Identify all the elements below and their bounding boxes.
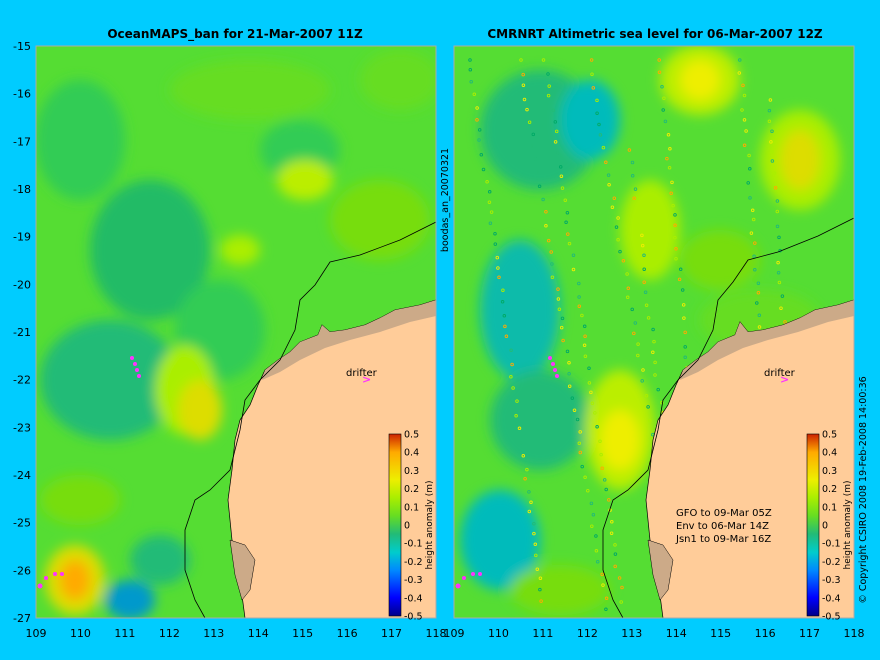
right-sea-level-field bbox=[454, 46, 854, 618]
y-tick-label: -26 bbox=[13, 564, 31, 577]
right-drifter-tracks bbox=[455, 356, 559, 589]
colorbar-tick-label: 0.3 bbox=[822, 466, 837, 477]
x-tick-label: 112 bbox=[577, 627, 598, 640]
right-map-panel: CMRNRT Altimetric sea level for 06-Mar-2… bbox=[453, 27, 855, 623]
left-drifter-label: drifter bbox=[346, 368, 378, 379]
colorbar-tick-label: -0.2 bbox=[404, 557, 423, 568]
x-tick-label: 113 bbox=[621, 627, 642, 640]
colorbar-tick-label: -0.5 bbox=[822, 612, 841, 623]
x-tick-label: 114 bbox=[248, 627, 269, 640]
note-gfo: GFO to 09-Mar 05Z bbox=[676, 508, 772, 519]
colorbar-tick-label: 0.1 bbox=[822, 502, 837, 513]
x-tick-label: 116 bbox=[337, 627, 358, 640]
colorbar-tick-label: 0 bbox=[404, 521, 410, 532]
x-tick-label: 109 bbox=[26, 627, 47, 640]
right-coastal-shelf bbox=[680, 300, 854, 380]
colorbar-tick-label: -0.4 bbox=[404, 593, 423, 604]
colorbar-tick-label: -0.4 bbox=[822, 593, 841, 604]
colorbar-tick-label: -0.5 bbox=[404, 612, 423, 623]
colorbar-tick-label: -0.2 bbox=[822, 557, 841, 568]
y-tick-label: -23 bbox=[13, 421, 31, 434]
left-colorbar: 0.5 0.4 0.3 0.2 0.1 0 -0.1 -0.2 -0.3 -0.4 -0.5 hei… bbox=[388, 430, 435, 623]
right-panel-title: CMRNRT Altimetric sea level for 06-Mar-2… bbox=[487, 27, 823, 41]
left-panel-title: OceanMAPS_ban for 21-Mar-2007 11Z bbox=[107, 27, 363, 42]
x-tick-label: 110 bbox=[70, 627, 91, 640]
x-tick-label: 111 bbox=[114, 627, 135, 640]
x-tick-label: 111 bbox=[532, 627, 553, 640]
left-drifter-tracks bbox=[37, 356, 141, 589]
y-tick-label: -16 bbox=[13, 88, 31, 101]
y-tick-label: -19 bbox=[13, 231, 31, 244]
y-tick-label: -24 bbox=[13, 469, 31, 482]
left-sea-level-field bbox=[36, 46, 436, 618]
left-map-frame bbox=[35, 45, 437, 619]
left-shelf-contour bbox=[184, 221, 436, 618]
x-tick-label: 117 bbox=[381, 627, 402, 640]
left-colorbar-label: height anomaly (m) bbox=[425, 480, 435, 569]
x-tick-label: 109 bbox=[444, 627, 465, 640]
note-jsn1: Jsn1 to 09-Mar 16Z bbox=[675, 534, 771, 545]
right-shelf-contour bbox=[602, 217, 854, 618]
colorbar-tick-label: 0 bbox=[822, 521, 828, 532]
y-tick-label: -15 bbox=[13, 40, 31, 53]
left-coastal-shelf bbox=[262, 300, 436, 380]
colorbar-tick-label: 0.5 bbox=[822, 430, 837, 441]
x-tick-label: 115 bbox=[710, 627, 731, 640]
colorbar-tick-label: 0.2 bbox=[404, 484, 419, 495]
left-map-panel: OceanMAPS_ban for 21-Mar-2007 11Z bbox=[35, 27, 437, 623]
right-drifter-label: drifter bbox=[764, 368, 796, 379]
x-tick-label: 114 bbox=[666, 627, 687, 640]
y-tick-label: -18 bbox=[13, 183, 31, 196]
colorbar-tick-label: 0.4 bbox=[404, 448, 419, 459]
colorbar-tick-label: -0.3 bbox=[404, 575, 423, 586]
left-x-axis-ticks: 109 110 111 112 113 114 115 116 117 118 bbox=[26, 627, 447, 640]
y-axis-ticks: -15 -16 -17 -18 -19 -20 -21 -22 -23 -24 -25 -26 -27 bbox=[13, 40, 31, 625]
x-tick-label: 110 bbox=[488, 627, 509, 640]
x-tick-label: 118 bbox=[426, 627, 447, 640]
x-tick-label: 117 bbox=[799, 627, 820, 640]
y-tick-label: -22 bbox=[13, 374, 31, 387]
colorbar-tick-label: 0.2 bbox=[822, 484, 837, 495]
colorbar-tick-label: 0.5 bbox=[404, 430, 419, 441]
y-tick-label: -20 bbox=[13, 278, 31, 291]
right-colorbar-label: height anomaly (m) bbox=[843, 480, 853, 569]
copyright-text: © Copyright CSIRO 2008 19-Feb-2008 14:00… bbox=[858, 376, 869, 603]
x-tick-label: 113 bbox=[203, 627, 224, 640]
colorbar-tick-label: 0.4 bbox=[822, 448, 837, 459]
colorbar-tick-label: -0.1 bbox=[822, 539, 841, 550]
colorbar-tick-label: 0.3 bbox=[404, 466, 419, 477]
altimeter-notes: GFO to 09-Mar 05Z Env to 06-Mar 14Z Jsn1… bbox=[675, 508, 772, 545]
colorbar-tick-label: -0.3 bbox=[822, 575, 841, 586]
right-colorbar: 0.5 0.4 0.3 0.2 0.1 0 -0.1 -0.2 -0.3 -0.4 -0.5 hei… bbox=[806, 430, 853, 623]
y-tick-label: -27 bbox=[13, 612, 31, 625]
colorbar-tick-label: -0.1 bbox=[404, 539, 423, 550]
y-tick-label: -17 bbox=[13, 135, 31, 148]
colorbar-tick-label: 0.1 bbox=[404, 502, 419, 513]
y-tick-label: -21 bbox=[13, 326, 31, 339]
y-tick-label: -25 bbox=[13, 517, 31, 530]
x-tick-label: 115 bbox=[292, 627, 313, 640]
right-map-frame bbox=[453, 45, 855, 619]
right-x-axis-ticks: 109 110 111 112 113 114 115 116 117 118 bbox=[444, 627, 865, 640]
left-drifter-arrow-icon: > bbox=[362, 373, 371, 386]
x-tick-label: 116 bbox=[755, 627, 776, 640]
note-env: Env to 06-Mar 14Z bbox=[676, 521, 769, 532]
x-tick-label: 118 bbox=[844, 627, 865, 640]
x-tick-label: 112 bbox=[159, 627, 180, 640]
vertical-run-label: boodas_an_20070321 bbox=[440, 148, 451, 252]
right-drifter-arrow-icon: > bbox=[780, 373, 789, 386]
